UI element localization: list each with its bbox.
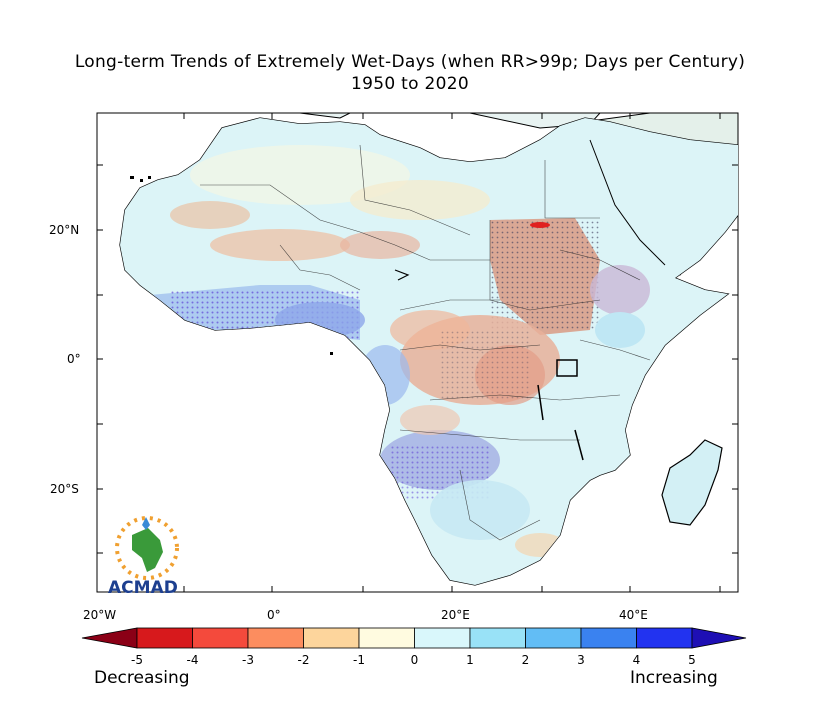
europe-edge: [222, 113, 351, 119]
colorbar-tick-label: -4: [186, 653, 199, 667]
colorbar-arrow-low: [81, 627, 138, 649]
axis-ticks: [97, 113, 738, 592]
lat-label-20s: 20°S: [50, 482, 79, 496]
colorbar-tick-label: 0: [410, 653, 419, 667]
colorbar-segment: [303, 627, 360, 649]
colorbar-segment: [192, 627, 249, 649]
lon-label-20e: 20°E: [441, 608, 470, 622]
colorbar-segment: [580, 627, 637, 649]
colorbar-segment: [136, 627, 193, 649]
lon-label-20w: 20°W: [83, 608, 117, 622]
map-title: Long-term Trends of Extremely Wet-Days (…: [74, 52, 746, 72]
colorbar-tick-label: -3: [242, 653, 254, 667]
colorbar-tick-label: 3: [577, 653, 585, 667]
colorbar-tick-label: 5: [688, 653, 696, 667]
colorbar-tick-label: -2: [297, 653, 310, 667]
lon-label-40e: 40°E: [619, 608, 648, 622]
colorbar-arrow-high: [691, 627, 747, 649]
colorbar: [81, 627, 747, 649]
colorbar-segment: [358, 627, 415, 649]
colorbar-tick-label: -1: [353, 653, 365, 667]
acmad-logo: [115, 516, 179, 580]
decreasing-label: Decreasing: [94, 668, 190, 688]
increasing-label: Increasing: [630, 668, 718, 688]
colorbar-segment: [247, 627, 304, 649]
lon-label-0: 0°: [267, 608, 281, 622]
country-borders: [200, 144, 651, 541]
colorbar-tick-label: -5: [131, 653, 143, 667]
lat-label-0: 0°: [67, 352, 81, 366]
madagascar: [661, 439, 723, 526]
map-subtitle: 1950 to 2020: [350, 74, 469, 94]
colorbar-segment: [469, 627, 526, 649]
colorbar-tick-label: 2: [521, 653, 530, 667]
lat-label-20n: 20°N: [49, 223, 80, 237]
colorbar-segment: [525, 627, 582, 649]
colorbar-segment: [414, 627, 471, 649]
colorbar-segment: [636, 627, 693, 649]
acmad-logo-text: ACMAD: [108, 578, 178, 598]
colorbar-tick-label: 1: [466, 653, 474, 667]
colorbar-tick-label: 4: [632, 653, 641, 667]
